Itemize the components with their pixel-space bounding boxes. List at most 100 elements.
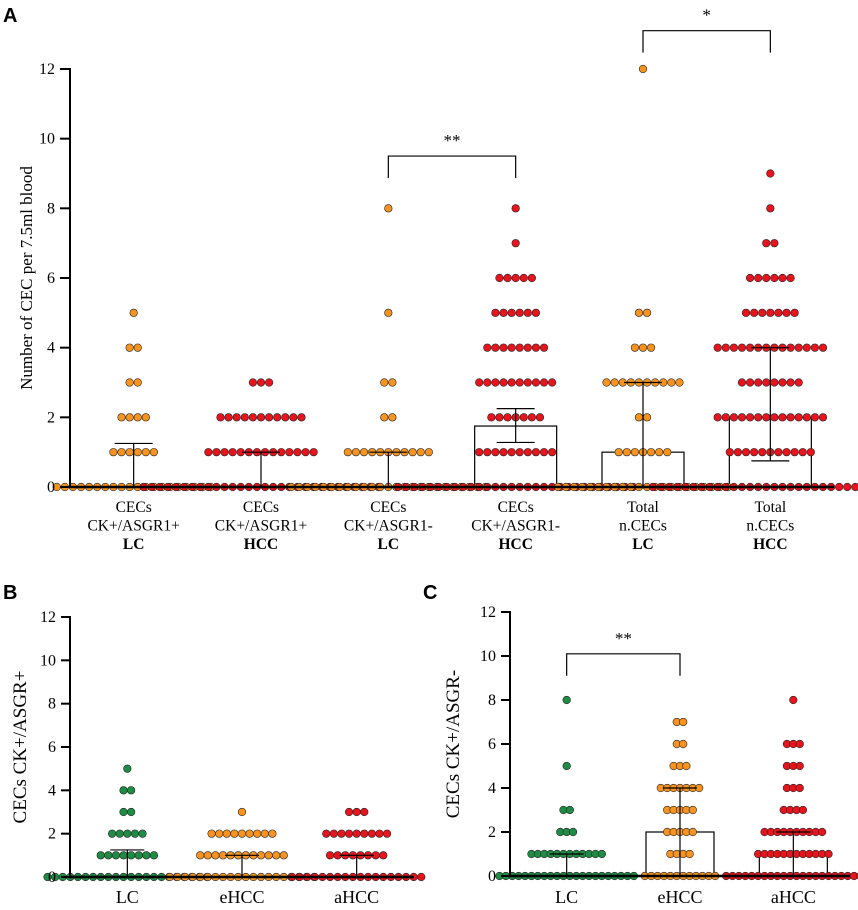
panel-a-chart: Number of CEC per 7.5ml blood 0 2 4 6 8 10 12 CE…	[17, 6, 858, 553]
data-point	[352, 807, 361, 817]
data-point	[802, 413, 811, 422]
data-point	[475, 448, 484, 457]
data-point	[495, 413, 504, 422]
data-point	[806, 448, 815, 457]
data-point	[515, 343, 524, 352]
data-point	[667, 378, 676, 387]
data-point	[638, 64, 648, 74]
data-point	[774, 448, 783, 457]
data-point	[109, 448, 118, 457]
x-category-label: HCC	[753, 536, 787, 553]
data-point	[745, 378, 755, 387]
y-tick-label: 8	[488, 692, 496, 709]
y-tick-label: 12	[480, 604, 496, 621]
data-point	[133, 378, 142, 387]
data-point	[778, 378, 787, 387]
x-category-label: HCC	[244, 536, 278, 553]
x-category-label: CK+/ASGR1+	[87, 518, 179, 535]
data-point	[766, 204, 775, 213]
data-point	[115, 829, 124, 838]
data-point	[119, 786, 128, 795]
y-axis-title: Number of CEC per 7.5ml blood	[17, 166, 36, 390]
data-point	[491, 343, 500, 352]
data-point	[265, 413, 274, 422]
x-category-label: CECs	[243, 499, 279, 516]
data-point	[141, 413, 150, 422]
data-point	[737, 413, 747, 422]
data-point	[794, 378, 803, 387]
data-point	[265, 378, 274, 387]
data-point	[503, 273, 512, 283]
significance-bracket	[642, 30, 771, 53]
data-point	[248, 413, 257, 422]
dot-group	[495, 695, 638, 881]
y-tick-label: 6	[48, 739, 56, 756]
data-point	[343, 448, 352, 457]
data-point	[111, 851, 121, 860]
data-point	[388, 413, 397, 422]
data-point	[384, 204, 393, 213]
data-point	[737, 343, 747, 352]
x-category-label: LC	[116, 887, 139, 907]
y-tick-label: 10	[40, 652, 56, 669]
data-point	[634, 308, 644, 317]
data-point	[810, 343, 819, 352]
data-point	[491, 308, 500, 317]
data-point	[511, 239, 520, 248]
data-point	[527, 413, 536, 422]
data-point	[491, 448, 500, 457]
data-point	[810, 413, 819, 422]
data-point	[762, 239, 771, 248]
data-point	[134, 851, 143, 860]
data-point	[203, 851, 212, 860]
data-point	[375, 829, 384, 838]
data-point	[713, 413, 722, 422]
data-point	[565, 805, 574, 815]
data-point	[322, 829, 331, 838]
data-point	[770, 239, 779, 248]
data-point	[507, 308, 516, 317]
data-point	[204, 448, 213, 457]
panel-letter-c: C	[423, 582, 437, 604]
data-point	[279, 851, 288, 860]
data-point	[688, 827, 697, 837]
data-point	[729, 413, 738, 422]
y-tick-label: 4	[48, 782, 56, 799]
data-point	[272, 851, 281, 860]
data-point	[725, 448, 734, 457]
data-point	[786, 413, 795, 422]
data-point	[790, 448, 799, 457]
data-point	[754, 378, 763, 387]
x-category-label: n.CECs	[746, 518, 794, 535]
x-category-label: CECs	[116, 499, 152, 516]
y-axis-title: CECs CK+/ASGR-	[443, 670, 464, 819]
y-tick-label: 8	[47, 200, 55, 217]
data-point	[119, 851, 128, 860]
data-point	[129, 308, 138, 317]
data-point	[818, 343, 828, 352]
data-point	[230, 829, 239, 838]
x-category-label: LC	[555, 887, 578, 907]
data-point	[515, 308, 524, 317]
data-point	[614, 448, 623, 457]
data-point	[745, 273, 755, 283]
data-point	[119, 807, 128, 817]
x-category-label: LC	[123, 536, 145, 553]
data-point	[117, 448, 126, 457]
data-point	[818, 827, 827, 837]
data-point	[499, 378, 508, 387]
data-point	[211, 851, 220, 860]
y-tick-label: 2	[48, 826, 56, 843]
data-point	[351, 448, 361, 457]
data-point	[384, 308, 393, 317]
data-point	[483, 448, 492, 457]
data-point	[352, 829, 361, 838]
data-point	[523, 378, 532, 387]
data-point	[344, 807, 354, 817]
data-point	[818, 413, 828, 422]
data-point	[281, 413, 290, 422]
data-point	[268, 829, 277, 838]
y-tick-label: 6	[488, 736, 496, 753]
data-point	[125, 448, 134, 457]
data-point	[138, 829, 147, 838]
